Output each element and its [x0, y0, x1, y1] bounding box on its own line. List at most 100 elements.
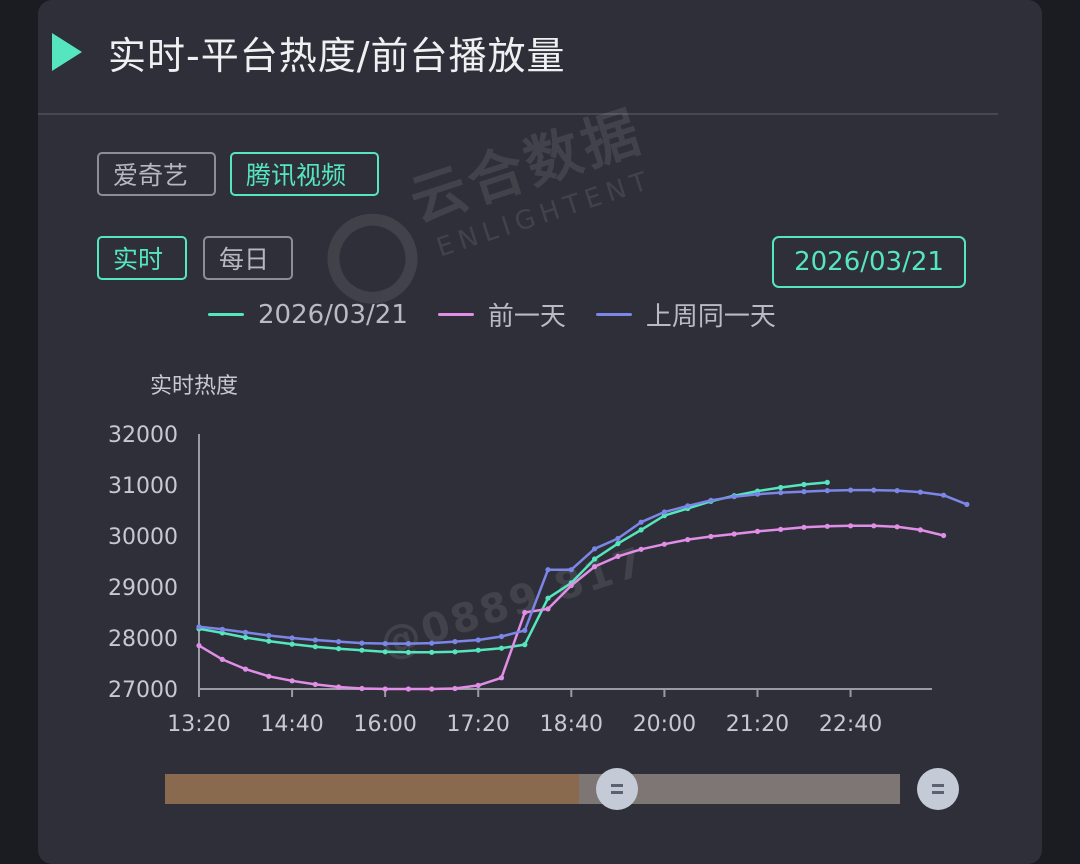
header-divider [38, 113, 998, 115]
series-point-0 [661, 513, 668, 519]
series-point-1 [196, 643, 202, 649]
series-point-2 [242, 629, 249, 636]
series-line-1 [198, 524, 944, 691]
series-point-0 [359, 647, 365, 653]
y-tick-label: 27000 [108, 678, 178, 703]
series-point-2 [824, 488, 830, 494]
series-point-2 [196, 624, 202, 630]
series-line-0 [198, 481, 828, 654]
x-tick-label: 22:40 [819, 712, 882, 737]
x-tick-label: 14:40 [260, 712, 323, 737]
range-slider-handle-start[interactable] [596, 768, 638, 810]
series-point-0 [615, 541, 621, 547]
range-slider-handle-end[interactable] [917, 768, 959, 810]
series-point-0 [266, 638, 272, 644]
series-point-0 [498, 645, 505, 651]
series-point-0 [452, 649, 458, 655]
series-point-1 [312, 681, 318, 688]
legend-item-prev-day[interactable]: 前一天 [437, 296, 566, 333]
series-point-1 [219, 656, 225, 663]
series-point-2 [266, 632, 272, 639]
x-tick-label: 13:20 [167, 712, 230, 737]
series-point-1 [289, 678, 295, 684]
series-point-2 [498, 633, 505, 640]
series-point-2 [754, 491, 761, 497]
y-tick-label: 28000 [108, 627, 178, 652]
series-point-0 [242, 634, 249, 641]
section-title: 实时-平台热度/前台播放量 [108, 33, 566, 78]
series-point-0 [545, 595, 551, 601]
series-point-2 [731, 494, 737, 500]
series-point-1 [359, 685, 365, 692]
legend-line-icon [595, 313, 632, 316]
series-point-1 [708, 533, 714, 540]
series-point-1 [754, 528, 761, 535]
series-point-1 [498, 675, 505, 681]
series-point-1 [522, 609, 528, 616]
y-tick-label: 31000 [108, 474, 178, 499]
series-point-2 [359, 640, 365, 646]
range-slider-selected[interactable] [165, 774, 579, 804]
series-point-0 [405, 649, 411, 655]
x-tick-label: 21:20 [726, 712, 789, 737]
legend-item-last-week[interactable]: 上周同一天 [595, 296, 776, 333]
chart-card [38, 0, 1042, 864]
series-point-2 [592, 546, 598, 552]
legend-line-icon [208, 313, 244, 316]
series-point-2 [382, 641, 388, 647]
series-point-1 [382, 686, 388, 692]
series-point-0 [475, 647, 481, 653]
x-tick-label: 18:40 [540, 712, 603, 737]
y-tick-label: 32000 [108, 423, 178, 448]
series-point-2 [964, 501, 970, 507]
series-point-2 [429, 640, 435, 646]
series-point-2 [661, 509, 668, 515]
series-point-2 [312, 637, 318, 643]
section-header: 实时-平台热度/前台播放量 [52, 22, 566, 82]
series-point-1 [242, 666, 249, 672]
series-point-1 [941, 532, 947, 539]
series-point-0 [336, 646, 342, 652]
series-point-2 [545, 567, 551, 573]
mode-tab-realtime[interactable]: 实时 [97, 236, 187, 280]
series-point-2 [941, 492, 947, 498]
series-point-0 [638, 527, 644, 533]
series-point-1 [475, 682, 481, 689]
series-point-0 [219, 630, 225, 636]
series-point-1 [917, 527, 924, 533]
series-point-0 [382, 649, 388, 655]
series-point-1 [615, 553, 621, 560]
series-point-2 [405, 641, 411, 647]
series-point-2 [522, 627, 528, 634]
series-point-2 [475, 637, 481, 643]
series-point-1 [661, 541, 668, 547]
y-tick-label: 30000 [108, 525, 178, 550]
play-icon [52, 33, 82, 71]
y-tick-label: 29000 [108, 576, 178, 601]
series-point-0 [522, 642, 528, 648]
legend-label: 上周同一天 [645, 302, 776, 332]
series-point-0 [289, 641, 295, 647]
series-point-1 [429, 686, 435, 692]
series-point-0 [778, 484, 784, 491]
series-point-2 [917, 489, 924, 495]
series-point-0 [824, 479, 830, 485]
series-point-1 [638, 546, 644, 552]
series-point-0 [429, 649, 435, 655]
series-point-1 [452, 685, 458, 692]
platform-tab-iqiyi[interactable]: 爱奇艺 [97, 152, 216, 196]
series-point-2 [615, 535, 621, 542]
series-point-1 [568, 582, 574, 589]
series-point-2 [568, 567, 574, 573]
date-picker-button[interactable]: 2026/03/21 [772, 236, 966, 288]
platform-tab-tencent-video[interactable]: 腾讯视频 [230, 152, 379, 196]
series-point-2 [708, 497, 714, 503]
series-point-1 [871, 523, 877, 529]
mode-tab-daily[interactable]: 每日 [203, 236, 293, 280]
series-point-1 [848, 523, 854, 529]
legend-item-today[interactable]: 2026/03/21 [208, 300, 408, 330]
series-point-1 [778, 526, 784, 533]
series-point-0 [312, 644, 318, 650]
series-point-2 [848, 487, 854, 493]
